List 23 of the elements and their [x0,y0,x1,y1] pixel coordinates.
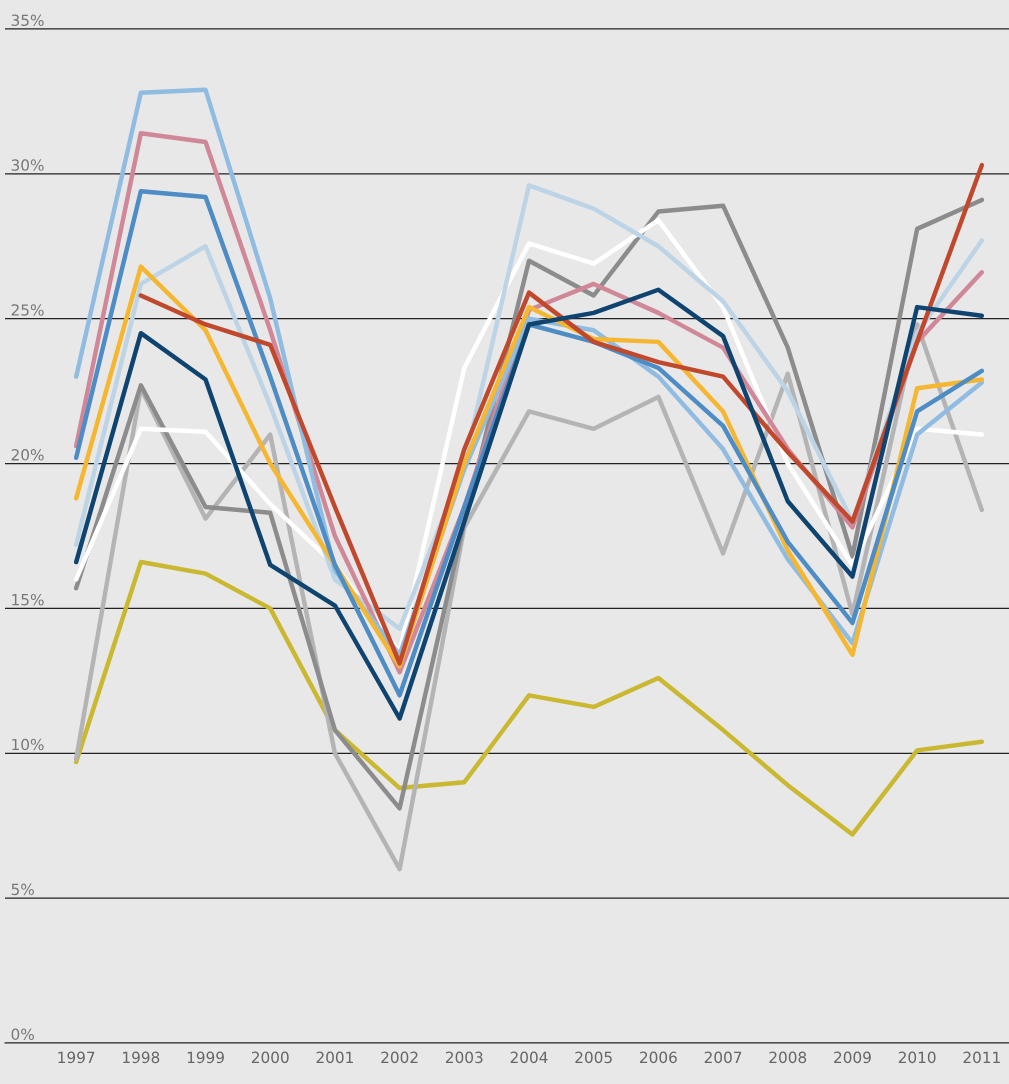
y-tick-label: 5% [11,883,34,896]
x-tick-label: 2007 [704,1051,742,1064]
y-tick-label: 20% [11,449,44,461]
x-tick-label: 2006 [640,1051,677,1064]
x-tick-label: 2010 [898,1051,936,1064]
x-tick-label: 1998 [123,1051,160,1064]
x-tick-label: 2011 [963,1051,1000,1064]
x-tick-label: 2002 [381,1051,418,1064]
x-tick-label: 2009 [834,1051,871,1064]
x-tick-label: 1997 [58,1051,95,1064]
x-tick-label: 2004 [510,1051,548,1064]
x-tick-label: 2001 [316,1051,353,1064]
x-tick-label: 1999 [187,1051,224,1064]
y-tick-label: 0% [11,1028,34,1041]
x-tick-label: 2000 [251,1051,289,1064]
y-tick-label: 15% [12,593,44,606]
y-tick-label: 30% [11,159,44,171]
x-tick-label: 2005 [575,1051,612,1064]
y-tick-label: 25% [11,304,44,316]
x-tick-label: 2008 [769,1051,807,1064]
y-tick-label: 35% [11,14,44,27]
y-tick-label: 10% [12,738,44,751]
x-tick-label: 2003 [445,1051,483,1064]
